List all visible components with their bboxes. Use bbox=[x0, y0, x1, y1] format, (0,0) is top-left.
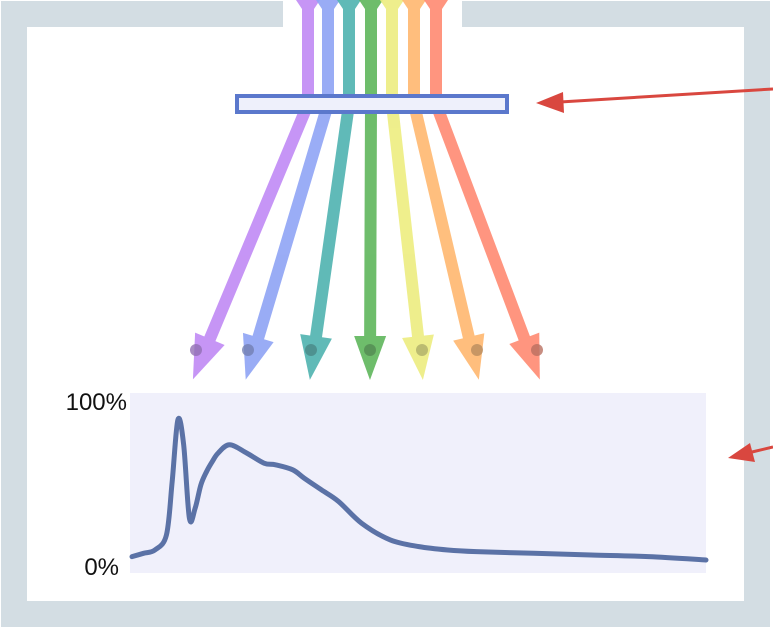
beam-arrowhead bbox=[453, 333, 485, 380]
beam-arrowhead bbox=[354, 335, 387, 380]
beam-arrowhead-dot bbox=[364, 344, 376, 356]
beam-blue bbox=[242, 0, 340, 380]
beam-arrowhead bbox=[300, 334, 332, 380]
beam-shaft bbox=[430, 0, 532, 345]
beam-arrowhead bbox=[242, 332, 274, 380]
beam-arrowhead-dot bbox=[305, 344, 317, 356]
beam-red bbox=[424, 0, 543, 380]
beam-green bbox=[354, 0, 387, 380]
beam-arrowhead bbox=[402, 334, 434, 380]
beam-yellow bbox=[380, 0, 434, 380]
plot-area bbox=[130, 393, 706, 573]
beam-arrowhead bbox=[192, 332, 225, 380]
diffraction-grating bbox=[235, 94, 509, 114]
y-tick-label-0: 0% bbox=[84, 554, 119, 581]
beam-arrowhead-dot bbox=[531, 344, 543, 356]
spectrum-graph: 100% 0% bbox=[66, 389, 709, 581]
beam-arrowhead-dot bbox=[190, 344, 202, 356]
beam-arrowhead bbox=[509, 332, 540, 380]
graph-pointer-arrow bbox=[728, 443, 773, 462]
spectrum-line bbox=[129, 415, 709, 563]
light-beams bbox=[190, 0, 543, 380]
grating-pointer-arrow bbox=[536, 87, 773, 113]
y-tick-label-100: 100% bbox=[66, 389, 127, 416]
beam-arrowhead-dot bbox=[242, 344, 254, 356]
beam-shaft bbox=[364, 0, 377, 343]
beam-shaft bbox=[203, 0, 314, 345]
beam-arrowhead-dot bbox=[471, 344, 483, 356]
beam-arrowhead-dot bbox=[416, 344, 428, 356]
